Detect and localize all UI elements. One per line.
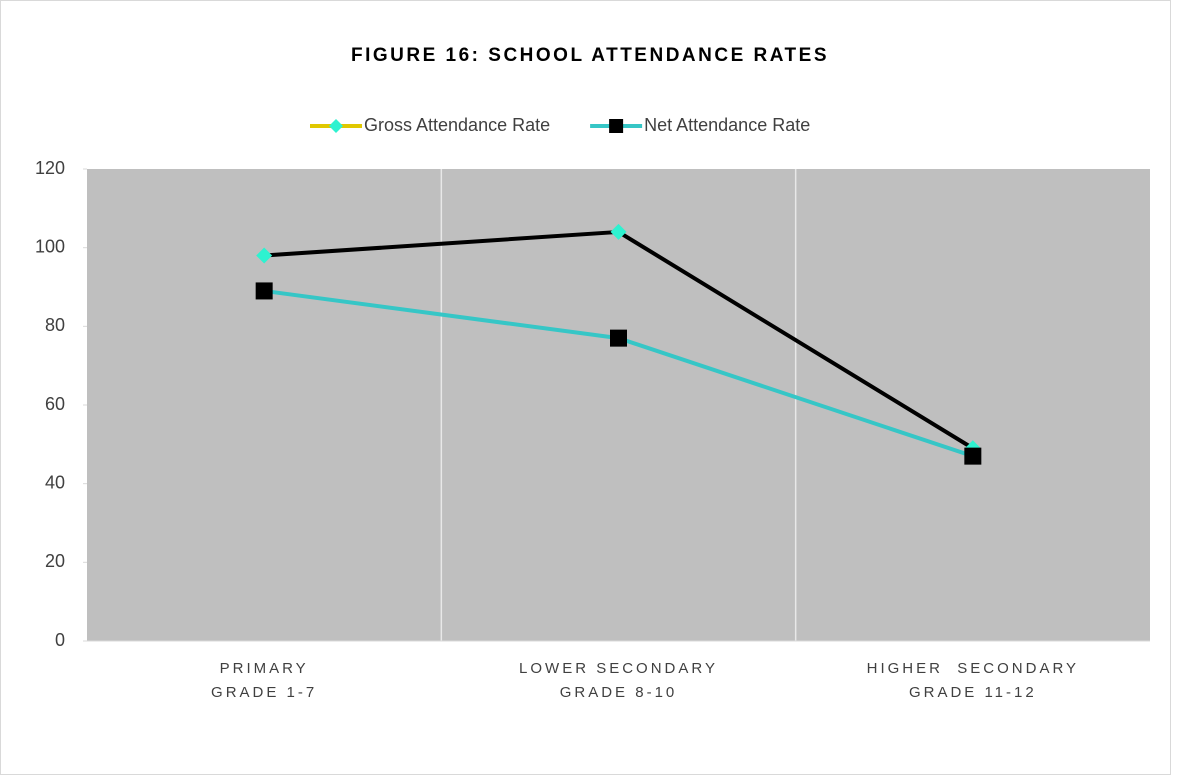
- y-tick-label: 120: [35, 158, 65, 178]
- marker: [255, 282, 273, 300]
- marker: [964, 447, 982, 465]
- y-tick-label: 100: [35, 236, 65, 256]
- marker: [329, 119, 343, 133]
- marker: [610, 329, 627, 347]
- y-tick-label: 60: [45, 394, 65, 414]
- y-tick-label: 0: [55, 630, 65, 650]
- legend-label: Net Attendance Rate: [644, 115, 810, 135]
- x-tick-label: HIGHER SECONDARY GRADE 11-12: [866, 660, 1080, 701]
- legend-label: Gross Attendance Rate: [364, 115, 550, 135]
- marker: [610, 223, 627, 240]
- marker: [256, 247, 273, 264]
- y-tick-label: 80: [45, 315, 65, 335]
- chart-title: FIGURE 16: SCHOOL ATTENDANCE RATES: [351, 45, 829, 66]
- x-tick-label: LOWER SECONDARY GRADE 8-10: [519, 660, 718, 701]
- y-tick-label: 20: [45, 551, 65, 571]
- x-tick-label: PRIMARY GRADE 1-7: [211, 660, 318, 701]
- marker: [609, 119, 624, 133]
- y-tick-label: 40: [45, 472, 65, 492]
